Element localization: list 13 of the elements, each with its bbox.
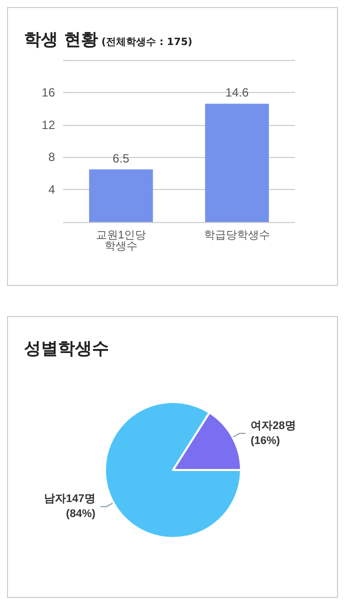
slice-label: 여자28명 (16%)	[250, 420, 296, 447]
y-tick-label: 16	[42, 85, 56, 100]
y-tick-label: 4	[48, 182, 56, 197]
data-label: 6.5	[112, 151, 130, 166]
x-tick-label: 교원1인당 학생수	[96, 230, 146, 252]
chart-title: 학생 현황	[24, 30, 98, 50]
slice-label: 남자147명 (84%)	[44, 493, 96, 520]
y-tick-label: 12	[42, 118, 56, 132]
data-label: 14.6	[225, 86, 249, 100]
x-tick-label: 학급당학생수	[204, 230, 270, 242]
y-tick-label: 8	[48, 150, 56, 164]
chart-subtitle: (전체학생수 : 175)	[100, 37, 192, 48]
chart-title: 성별학생수	[24, 338, 109, 360]
